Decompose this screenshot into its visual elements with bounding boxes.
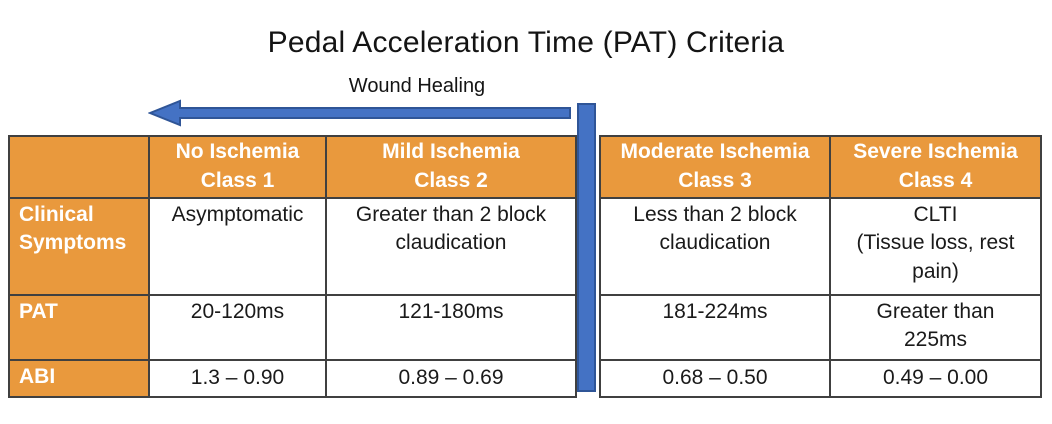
- cell-clinical-class4: CLTI (Tissue loss, rest pain): [831, 199, 1040, 296]
- row-label-clinical-symptoms: Clinical Symptoms: [10, 199, 150, 296]
- cell-clinical-class3: Less than 2 block claudication: [601, 199, 831, 296]
- row-label-abi: ABI: [10, 361, 150, 396]
- cell-abi-class4: 0.49 – 0.00: [882, 366, 989, 389]
- class-divider-bar: [577, 103, 596, 392]
- header-severe-ischemia: Severe Ischemia Class 4: [831, 137, 1040, 199]
- page-title: Pedal Acceleration Time (PAT) Criteria: [267, 26, 785, 59]
- cell-pat-class1: 20-120ms: [150, 296, 327, 361]
- cell-abi-class1: 1.3 – 0.90: [150, 361, 327, 396]
- cell-pat-class2: 121-180ms: [327, 296, 575, 361]
- cell-abi-class3: 0.68 – 0.50: [601, 361, 831, 396]
- cell-clinical-class2: Greater than 2 block claudication: [327, 199, 575, 296]
- cell-clinical-class1: Asymptomatic: [150, 199, 327, 296]
- cell-pat-class3: 181-224ms: [601, 296, 831, 361]
- corner-cell: [10, 137, 150, 199]
- cell-pat-class4: Greater than 225ms: [831, 296, 1040, 361]
- header-no-ischemia: No Ischemia Class 1: [150, 137, 327, 199]
- wound-healing-arrow-icon: [148, 99, 571, 127]
- cell-abi-class2: 0.89 – 0.69: [398, 366, 504, 389]
- wound-healing-label: Wound Healing: [348, 75, 486, 97]
- pat-criteria-table-left: No Ischemia Class 1 Mild Ischemia Class …: [8, 135, 577, 398]
- header-moderate-ischemia: Moderate Ischemia Class 3: [601, 137, 831, 199]
- row-label-pat: PAT: [10, 296, 150, 361]
- pat-criteria-table-right: Moderate Ischemia Class 3 Severe Ischemi…: [599, 135, 1042, 398]
- header-mild-ischemia: Mild Ischemia Class 2: [327, 137, 575, 199]
- left-arrow-shape: [148, 99, 571, 127]
